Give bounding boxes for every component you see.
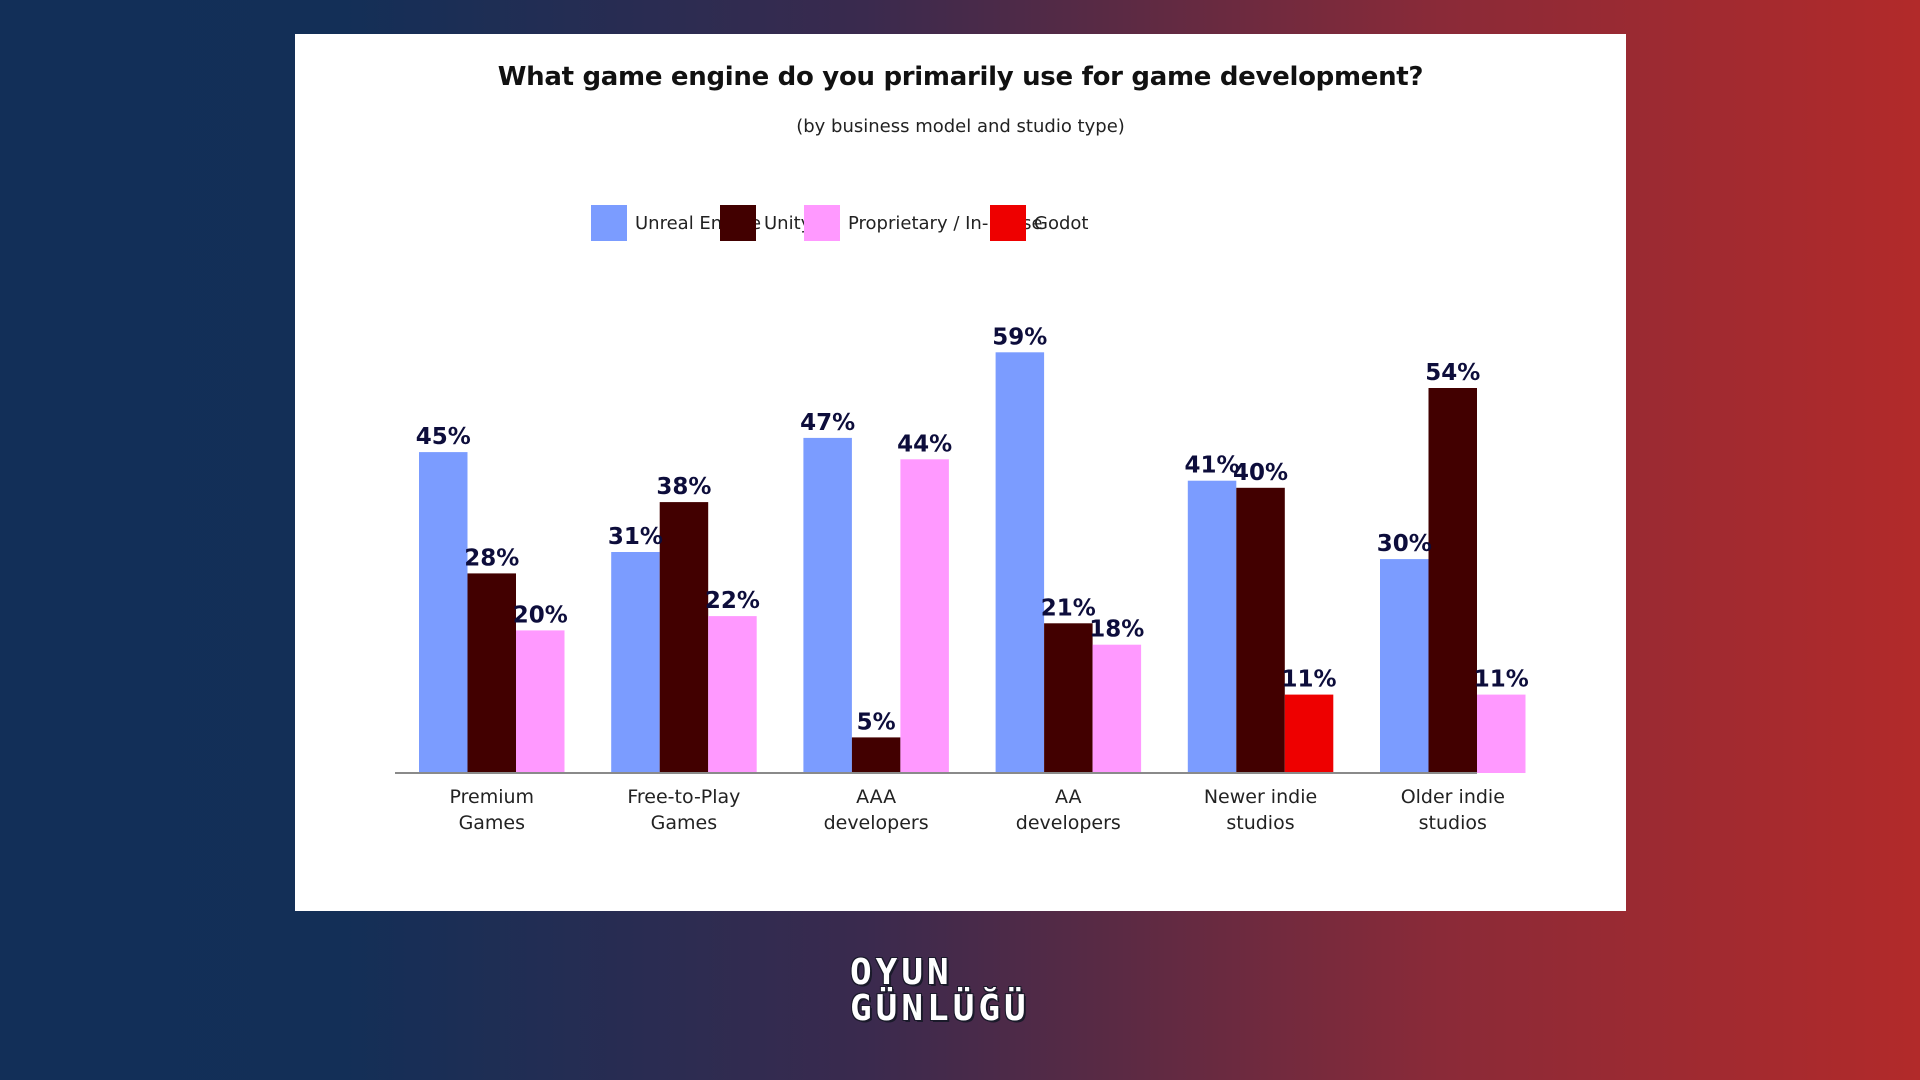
value-label-premium-games-proprietary-in-house: 20% bbox=[513, 602, 568, 628]
bar-premium-games-unreal-engine bbox=[419, 452, 468, 773]
bar-aa-developers-proprietary-in-house bbox=[1092, 644, 1142, 773]
bar-aaa-developers-proprietary-in-house bbox=[900, 459, 949, 773]
category-label-line: developers bbox=[824, 812, 929, 834]
chart-title: What game engine do you primarily use fo… bbox=[497, 62, 1424, 92]
value-label-older-indie-studios-unity: 54% bbox=[1425, 360, 1480, 386]
bars-layer bbox=[419, 352, 1526, 773]
bar-older-indie-studios-unity bbox=[1428, 388, 1477, 773]
bar-free-to-play-games-unreal-engine bbox=[611, 552, 660, 773]
value-label-aaa-developers-proprietary-in-house: 44% bbox=[897, 431, 952, 457]
value-label-free-to-play-games-unreal-engine: 31% bbox=[608, 524, 663, 550]
legend: Unreal Engine Unity Proprietary / In-hou… bbox=[295, 205, 1626, 241]
value-label-aa-developers-unreal-engine: 59% bbox=[992, 324, 1047, 350]
chart-panel: What game engine do you primarily use fo… bbox=[295, 34, 1626, 911]
value-label-aa-developers-unity: 21% bbox=[1041, 595, 1096, 621]
legend-item-unity: Unity bbox=[720, 205, 811, 241]
category-label-older-indie-studios: Older indie studios bbox=[1401, 786, 1505, 834]
value-label-aaa-developers-unreal-engine: 47% bbox=[800, 410, 855, 436]
category-label-aa-developers: AA developers bbox=[1016, 786, 1121, 834]
legend-label-unity: Unity bbox=[764, 212, 812, 234]
legend-swatch-godot bbox=[990, 205, 1026, 241]
category-label-line: Games bbox=[651, 812, 717, 834]
legend-swatch-proprietary bbox=[804, 205, 840, 241]
category-label-line: Free-to-Play bbox=[627, 786, 740, 808]
bar-aaa-developers-unreal-engine bbox=[803, 437, 852, 773]
logo-line-2: GÜNLÜĞÜ bbox=[850, 988, 1030, 1029]
legend-item-godot: Godot bbox=[990, 205, 1088, 241]
category-label-line: developers bbox=[1016, 812, 1121, 834]
value-labels-layer: 45% 28% 20% 31% 38% 22% 47% 5% 44% 59% 21%18% 41%40… bbox=[416, 324, 1529, 735]
legend-swatch-unreal-engine bbox=[591, 205, 627, 241]
bar-newer-indie-studios-godot bbox=[1284, 694, 1334, 773]
oyun-gunlugu-logo: OYUN GÜNLÜĞÜ bbox=[850, 955, 1072, 1029]
category-label-newer-indie-studios: Newer indie studios bbox=[1204, 786, 1317, 834]
value-label-premium-games-unreal-engine: 45% bbox=[416, 424, 471, 450]
bar-newer-indie-studios-unity bbox=[1236, 487, 1285, 773]
category-label-line: Games bbox=[459, 812, 525, 834]
bar-chart-plot: 45% 28% 20% 31% 38% 22% 47% 5% 44% 59% 21%18% 41%40… bbox=[395, 324, 1529, 834]
value-label-free-to-play-games-unity: 38% bbox=[656, 474, 711, 500]
category-label-aaa-developers: AAA developers bbox=[824, 786, 929, 834]
bar-aa-developers-unreal-engine bbox=[995, 352, 1045, 773]
value-label-newer-indie-studios-godot: 11% bbox=[1281, 667, 1336, 693]
bar-older-indie-studios-unreal-engine bbox=[1380, 559, 1429, 773]
legend-swatch-unity bbox=[720, 205, 756, 241]
value-label-older-indie-studios-unreal-engine: 30% bbox=[1377, 531, 1432, 557]
value-label-aaa-developers-unity: 5% bbox=[857, 709, 896, 735]
value-label-aa-developers-proprietary-in-house: 18% bbox=[1089, 617, 1144, 643]
category-label-line: Older indie bbox=[1401, 786, 1505, 808]
category-label-free-to-play-games: Free-to-Play Games bbox=[627, 786, 740, 834]
chart-subtitle: (by business model and studio type) bbox=[796, 116, 1125, 137]
category-labels-layer: Premium Games Free-to-Play Games AAA develope… bbox=[450, 786, 1505, 834]
bar-free-to-play-games-proprietary-in-house bbox=[708, 616, 757, 773]
bar-newer-indie-studios-unreal-engine bbox=[1187, 480, 1237, 773]
bar-older-indie-studios-proprietary-in-house bbox=[1477, 694, 1526, 773]
value-label-newer-indie-studios-unity: 40% bbox=[1233, 460, 1288, 486]
bar-free-to-play-games-unity bbox=[659, 502, 709, 773]
bar-premium-games-unity bbox=[467, 573, 516, 773]
legend-label-godot: Godot bbox=[1034, 212, 1089, 234]
category-label-premium-games: Premium Games bbox=[450, 786, 535, 834]
category-label-line: Newer indie bbox=[1204, 786, 1317, 808]
value-label-free-to-play-games-proprietary-in-house: 22% bbox=[705, 588, 760, 614]
value-label-older-indie-studios-proprietary-in-house: 11% bbox=[1474, 667, 1529, 693]
value-label-premium-games-unity: 28% bbox=[464, 545, 519, 571]
category-label-line: AA bbox=[1055, 786, 1082, 808]
category-label-line: AAA bbox=[856, 786, 896, 808]
category-label-line: Premium bbox=[450, 786, 535, 808]
logo-line-1: OYUN bbox=[850, 952, 953, 993]
bar-premium-games-proprietary-in-house bbox=[516, 630, 565, 773]
category-label-line: studios bbox=[1226, 812, 1294, 834]
value-label-newer-indie-studios-unreal-engine: 41% bbox=[1184, 453, 1239, 479]
bar-aaa-developers-unity bbox=[851, 737, 901, 773]
bar-aa-developers-unity bbox=[1044, 623, 1093, 773]
category-label-line: studios bbox=[1419, 812, 1487, 834]
